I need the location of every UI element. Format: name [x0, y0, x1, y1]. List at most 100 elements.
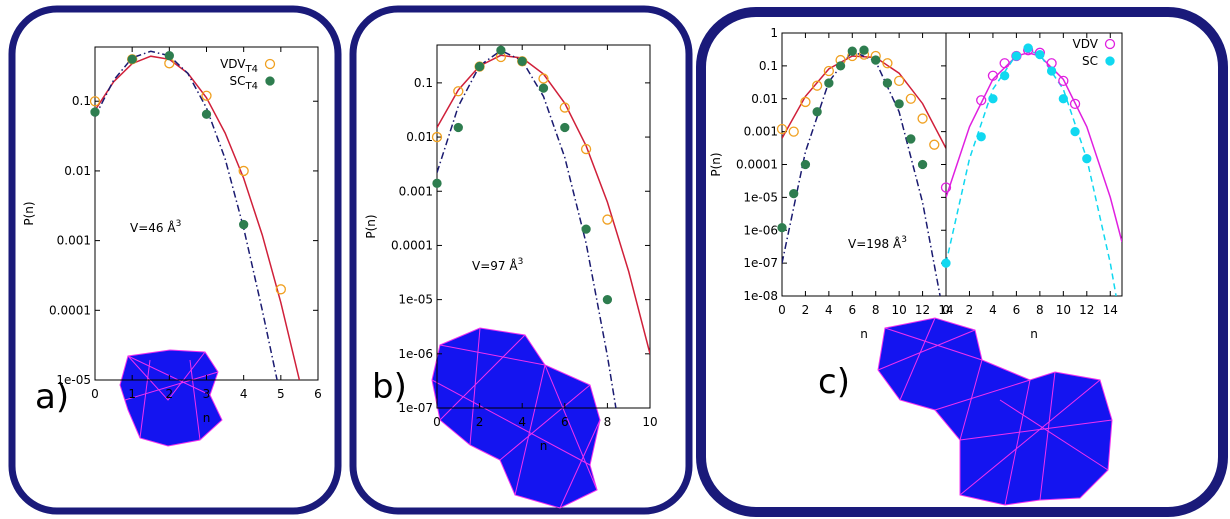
y-tick-label: 0.0001: [736, 158, 778, 172]
data-point: [871, 55, 881, 65]
molecule-volume: [431, 327, 601, 509]
fit-curve: [437, 49, 617, 408]
data-point: [1058, 94, 1068, 104]
data-point: [987, 70, 999, 81]
legend-marker: [1105, 56, 1115, 66]
annotation-text: V=97 Å: [472, 258, 518, 273]
data-point: [788, 126, 799, 137]
panel-border: [696, 7, 1228, 517]
data-point: [1082, 154, 1092, 164]
y-tick-label: 1e-05: [398, 293, 433, 307]
x-tick-label: 10: [1056, 303, 1071, 317]
x-tick-label: 0: [91, 387, 99, 401]
plot-area: [95, 50, 301, 380]
x-tick-label: 0: [433, 415, 441, 429]
data-point: [1058, 75, 1069, 87]
x-tick-label: 10: [642, 415, 657, 429]
y-tick-label: 1e-05: [56, 373, 91, 387]
plot-frame: [945, 32, 1123, 297]
x-tick-label: 2: [166, 387, 174, 401]
y-tick-label: 0.0001: [391, 238, 433, 252]
fit-curve: [782, 55, 946, 149]
y-tick-label: 0.01: [751, 92, 778, 106]
x-tick-label: 3: [203, 387, 211, 401]
data-point: [800, 159, 811, 170]
legend-name: VDV: [220, 57, 246, 71]
x-tick-label: 8: [604, 415, 612, 429]
y-tick-label: 1e-06: [743, 223, 778, 237]
legend-label: SC: [1082, 54, 1098, 68]
legend-marker: [1104, 38, 1116, 50]
legend-subscript: T4: [245, 64, 258, 75]
data-point: [602, 214, 613, 225]
plot-frame: [436, 44, 651, 409]
data-point: [940, 182, 952, 193]
y-tick-label: 0.1: [414, 76, 433, 90]
x-tick-label: 14: [938, 303, 953, 317]
annotation-superscript: 3: [176, 219, 182, 229]
data-point: [917, 159, 928, 170]
data-point: [789, 188, 799, 199]
plot-area: [946, 49, 1122, 296]
data-point: [201, 109, 212, 119]
x-tick-label: 8: [872, 303, 880, 317]
legend-marker: [264, 58, 276, 70]
y-tick-label: 0.1: [759, 59, 778, 73]
y-tick-label: 0.1: [72, 94, 91, 108]
data-point: [812, 107, 822, 117]
data-point: [811, 80, 823, 91]
x-axis-label: n: [1030, 327, 1038, 341]
data-point: [917, 113, 928, 124]
y-axis-label: P(n): [709, 152, 723, 176]
y-tick-label: 0.01: [64, 164, 91, 178]
data-point: [882, 78, 893, 88]
x-tick-label: 4: [989, 303, 997, 317]
x-tick-label: 12: [1079, 303, 1094, 317]
data-point: [560, 122, 570, 133]
x-tick-label: 6: [848, 303, 856, 317]
data-point: [453, 86, 464, 97]
data-point: [1000, 71, 1010, 81]
x-tick-label: 4: [518, 415, 526, 429]
legend-label: SCT4: [230, 74, 258, 92]
annotation-text: V=46 Å: [130, 220, 176, 235]
data-point: [800, 96, 811, 108]
y-tick-label: 0.01: [406, 130, 433, 144]
x-tick-label: 2: [476, 415, 484, 429]
panel-label: a): [35, 377, 69, 417]
data-point: [905, 93, 917, 104]
fit-curve: [946, 52, 1122, 243]
data-point: [1023, 43, 1033, 53]
data-point: [238, 165, 249, 177]
plot-area: [782, 50, 946, 296]
data-point: [893, 75, 905, 87]
x-axis-label: n: [540, 439, 548, 453]
legend-name: VDV: [1073, 37, 1099, 51]
data-point: [847, 46, 857, 56]
y-tick-label: 0.001: [744, 125, 778, 139]
fit-curve: [437, 54, 650, 354]
data-point: [164, 51, 174, 61]
y-axis-label: P(n): [364, 214, 378, 238]
x-tick-label: 0: [942, 303, 950, 317]
data-point: [580, 143, 592, 155]
x-tick-label: 10: [892, 303, 907, 317]
fit-curve: [946, 49, 1117, 296]
fit-curve: [95, 50, 278, 380]
x-tick-label: 4: [240, 387, 248, 401]
panel-label: b): [372, 367, 407, 407]
data-point: [1046, 66, 1057, 76]
data-point: [201, 90, 212, 101]
data-point: [1069, 98, 1081, 109]
legend-marker: [265, 76, 275, 86]
x-tick-label: 1: [128, 387, 136, 401]
fit-curve: [95, 55, 301, 380]
x-tick-label: 4: [825, 303, 833, 317]
data-point: [581, 224, 591, 234]
data-point: [824, 78, 834, 88]
y-tick-label: 1e-07: [398, 401, 433, 415]
y-tick-label: 0.001: [57, 234, 91, 248]
data-point: [906, 134, 916, 144]
x-tick-label: 6: [314, 387, 322, 401]
